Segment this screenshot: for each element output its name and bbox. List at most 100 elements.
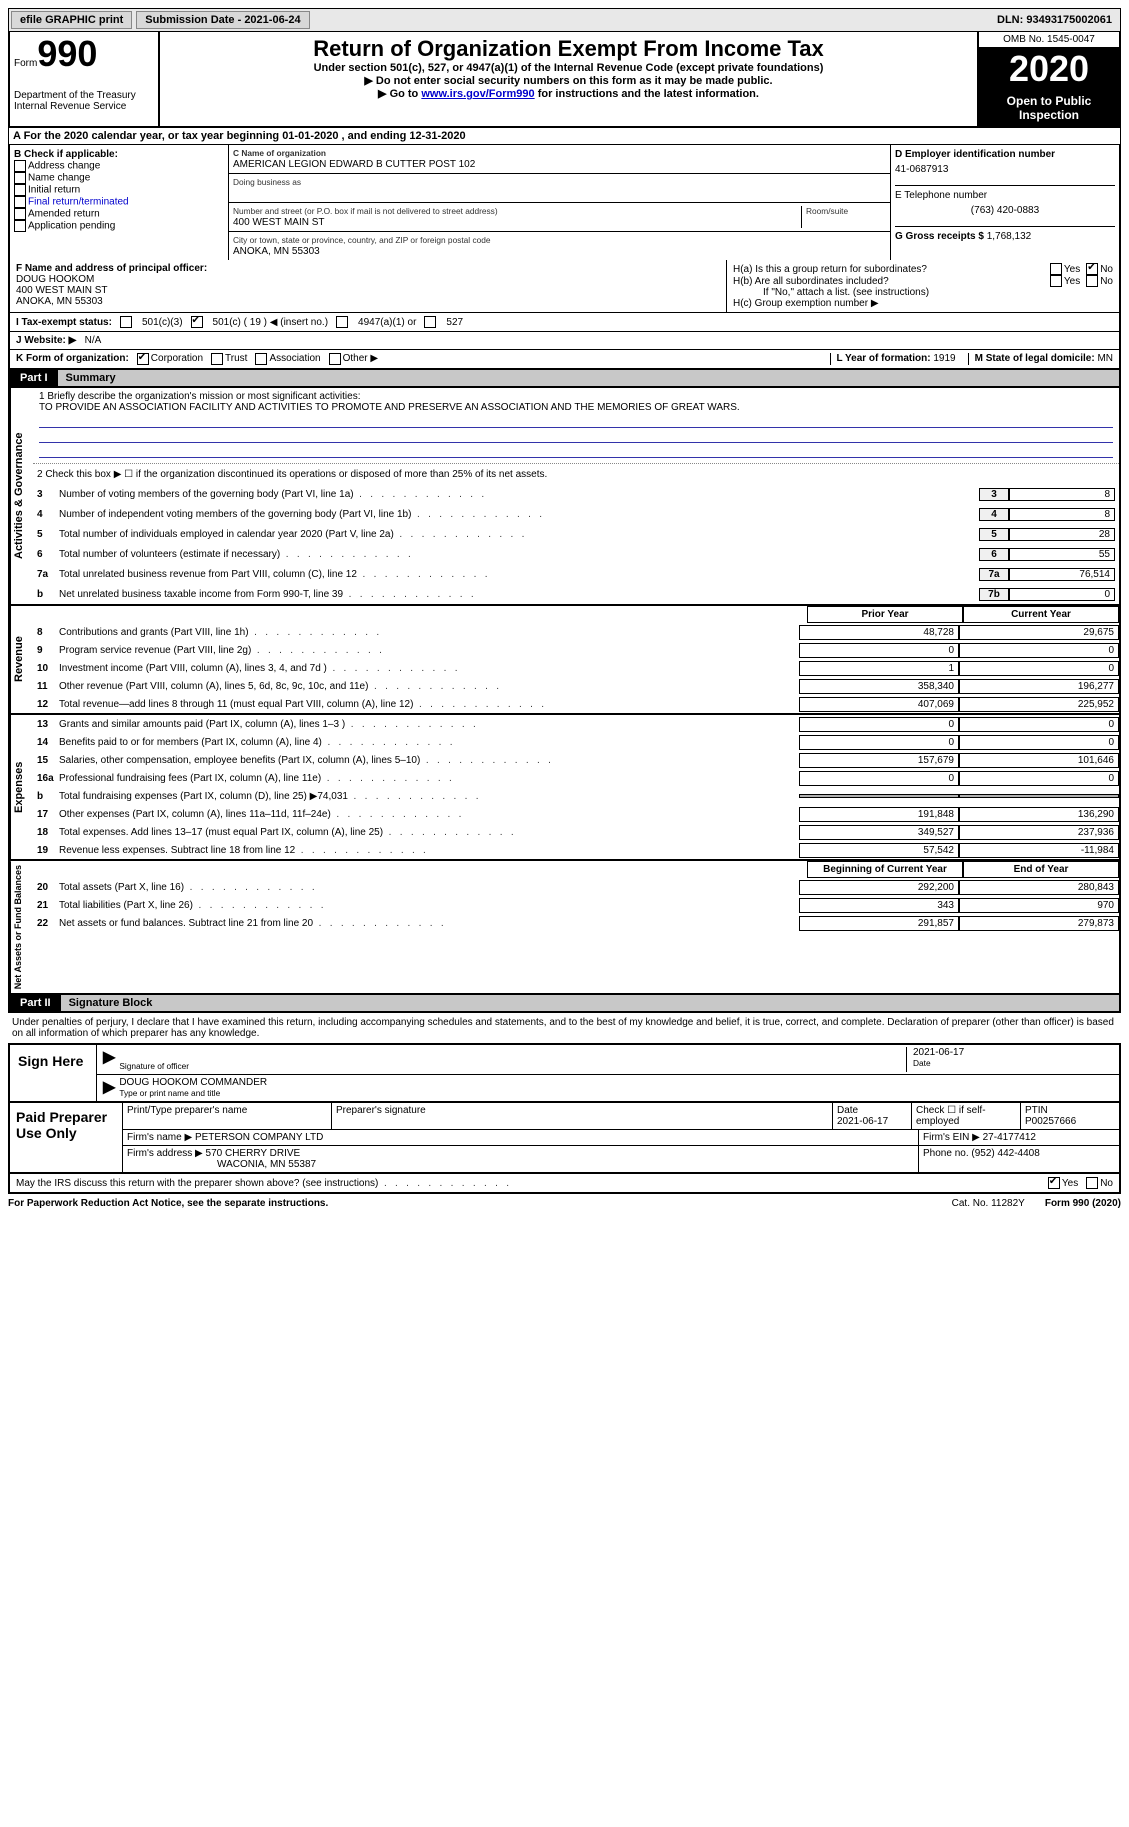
gov-line-3: 3Number of voting members of the governi… — [33, 484, 1119, 504]
dba-cell: Doing business as — [229, 174, 890, 203]
tel-value: (763) 420-0883 — [895, 201, 1115, 226]
discuss-row: May the IRS discuss this return with the… — [8, 1174, 1121, 1194]
col-headers: Prior Year Current Year — [33, 606, 1119, 623]
subtitle-3: Go to www.irs.gov/Form990 for instructio… — [164, 87, 973, 100]
top-bar: efile GRAPHIC print Submission Date - 20… — [8, 8, 1121, 32]
page-footer: For Paperwork Reduction Act Notice, see … — [8, 1194, 1121, 1209]
chk-other[interactable] — [329, 353, 341, 365]
box-b: B Check if applicable: Address change Na… — [10, 145, 229, 260]
gov-line-4: 4Number of independent voting members of… — [33, 504, 1119, 524]
row-j: J Website: ▶ N/A — [8, 332, 1121, 350]
exp-line-17: 17Other expenses (Part IX, column (A), l… — [33, 805, 1119, 823]
rev-line-9: 9Program service revenue (Part VIII, lin… — [33, 641, 1119, 659]
sign-here-block: Sign Here ▶ Signature of officer 2021-06… — [8, 1044, 1121, 1103]
gov-line-b: bNet unrelated business taxable income f… — [33, 584, 1119, 604]
gov-line-7a: 7aTotal unrelated business revenue from … — [33, 564, 1119, 584]
omb-number: OMB No. 1545-0047 — [979, 32, 1119, 48]
pointer-icon: ▶ — [103, 1047, 119, 1072]
hb-no[interactable] — [1086, 275, 1098, 287]
city: ANOKA, MN 55303 — [233, 246, 320, 257]
gov-line-6: 6Total number of volunteers (estimate if… — [33, 544, 1119, 564]
pointer-icon: ▶ — [103, 1077, 119, 1099]
net-line-20: 20Total assets (Part X, line 16)292,2002… — [33, 878, 1119, 896]
hc-label: H(c) Group exemption number ▶ — [733, 298, 1113, 309]
discuss-no[interactable] — [1086, 1177, 1098, 1189]
form-title: Return of Organization Exempt From Incom… — [164, 36, 973, 62]
form-word: Form990 — [14, 36, 154, 72]
tel-label: E Telephone number — [895, 185, 1115, 201]
exp-line-b: bTotal fundraising expenses (Part IX, co… — [33, 787, 1119, 805]
chk-amended[interactable]: Amended return — [14, 208, 224, 220]
rev-line-8: 8Contributions and grants (Part VIII, li… — [33, 623, 1119, 641]
officer-name: DOUG HOOKOM — [16, 274, 94, 285]
chk-initial-return[interactable]: Initial return — [14, 184, 224, 196]
dept-treasury: Department of the Treasury Internal Reve… — [14, 90, 154, 112]
form-header: Form990 Department of the Treasury Inter… — [8, 32, 1121, 128]
exp-line-14: 14Benefits paid to or for members (Part … — [33, 733, 1119, 751]
ein-value: 41-0687913 — [895, 160, 1115, 185]
net-line-22: 22Net assets or fund balances. Subtract … — [33, 914, 1119, 932]
header-right: OMB No. 1545-0047 2020 Open to Public In… — [977, 32, 1119, 126]
part2-header: Part II Signature Block — [8, 995, 1121, 1013]
sig-declaration: Under penalties of perjury, I declare th… — [8, 1013, 1121, 1044]
officer-print-name: DOUG HOOKOM COMMANDER — [119, 1077, 1113, 1088]
expenses-section: Expenses 13Grants and similar amounts pa… — [8, 715, 1121, 861]
chk-app-pending[interactable]: Application pending — [14, 220, 224, 232]
box-h: H(a) Is this a group return for subordin… — [727, 260, 1119, 312]
net-line-21: 21Total liabilities (Part X, line 26)343… — [33, 896, 1119, 914]
ha-no[interactable] — [1086, 263, 1098, 275]
side-governance: Activities & Governance — [10, 388, 33, 604]
org-name: AMERICAN LEGION EDWARD B CUTTER POST 102 — [233, 159, 475, 170]
chk-527[interactable] — [424, 316, 436, 328]
side-revenue: Revenue — [10, 606, 33, 713]
chk-trust[interactable] — [211, 353, 223, 365]
chk-final-return[interactable]: Final return/terminated — [14, 196, 224, 208]
irs-link[interactable]: www.irs.gov/Form990 — [421, 88, 534, 100]
paid-preparer-block: Paid Preparer Use Only Print/Type prepar… — [8, 1103, 1121, 1174]
governance-section: Activities & Governance 1 Briefly descri… — [8, 388, 1121, 606]
rev-line-11: 11Other revenue (Part VIII, column (A), … — [33, 677, 1119, 695]
row-i: I Tax-exempt status: 501(c)(3) 501(c) ( … — [8, 313, 1121, 332]
block-bcd: B Check if applicable: Address change Na… — [8, 145, 1121, 260]
ha-yes[interactable] — [1050, 263, 1062, 275]
mission-row: 1 Briefly describe the organization's mi… — [33, 388, 1119, 464]
rev-line-10: 10Investment income (Part VIII, column (… — [33, 659, 1119, 677]
box-d: D Employer identification number 41-0687… — [890, 145, 1119, 260]
rev-line-12: 12Total revenue—add lines 8 through 11 (… — [33, 695, 1119, 713]
efile-graphic-button[interactable]: efile GRAPHIC print — [11, 11, 132, 29]
chk-501c3[interactable] — [120, 316, 132, 328]
netassets-section: Net Assets or Fund Balances Beginning of… — [8, 861, 1121, 995]
sign-here-label: Sign Here — [10, 1045, 97, 1101]
exp-line-13: 13Grants and similar amounts paid (Part … — [33, 715, 1119, 733]
chk-501c[interactable] — [191, 316, 203, 328]
exp-line-16a: 16aProfessional fundraising fees (Part I… — [33, 769, 1119, 787]
side-netassets: Net Assets or Fund Balances — [10, 861, 33, 993]
line-a: A For the 2020 calendar year, or tax yea… — [8, 128, 1121, 145]
street: 400 WEST MAIN ST — [233, 217, 325, 228]
submission-date-button[interactable]: Submission Date - 2021-06-24 — [136, 11, 309, 29]
chk-assoc[interactable] — [255, 353, 267, 365]
chk-address-change[interactable]: Address change — [14, 160, 224, 172]
open-to-public: Open to Public Inspection — [979, 90, 1119, 126]
tax-year: 2020 — [979, 48, 1119, 90]
line-2: 2 Check this box ▶ ☐ if the organization… — [33, 464, 1119, 484]
subtitle-1: Under section 501(c), 527, or 4947(a)(1)… — [164, 62, 973, 74]
chk-corp[interactable] — [137, 353, 149, 365]
city-cell: City or town, state or province, country… — [229, 232, 890, 260]
org-name-cell: C Name of organization AMERICAN LEGION E… — [229, 145, 890, 174]
discuss-yes[interactable] — [1048, 1177, 1060, 1189]
box-b-title: B Check if applicable: — [14, 149, 224, 160]
exp-line-19: 19Revenue less expenses. Subtract line 1… — [33, 841, 1119, 859]
ein-label: D Employer identification number — [895, 149, 1115, 160]
chk-name-change[interactable]: Name change — [14, 172, 224, 184]
hb-yes[interactable] — [1050, 275, 1062, 287]
row-k: K Form of organization: Corporation Trus… — [8, 350, 1121, 370]
chk-4947[interactable] — [336, 316, 348, 328]
box-f: F Name and address of principal officer:… — [10, 260, 727, 312]
exp-line-18: 18Total expenses. Add lines 13–17 (must … — [33, 823, 1119, 841]
firm-name: PETERSON COMPANY LTD — [195, 1132, 323, 1143]
dln-text: DLN: 93493175002061 — [997, 14, 1118, 26]
row-f-h: F Name and address of principal officer:… — [8, 260, 1121, 313]
gov-line-5: 5Total number of individuals employed in… — [33, 524, 1119, 544]
box-c: C Name of organization AMERICAN LEGION E… — [229, 145, 890, 260]
